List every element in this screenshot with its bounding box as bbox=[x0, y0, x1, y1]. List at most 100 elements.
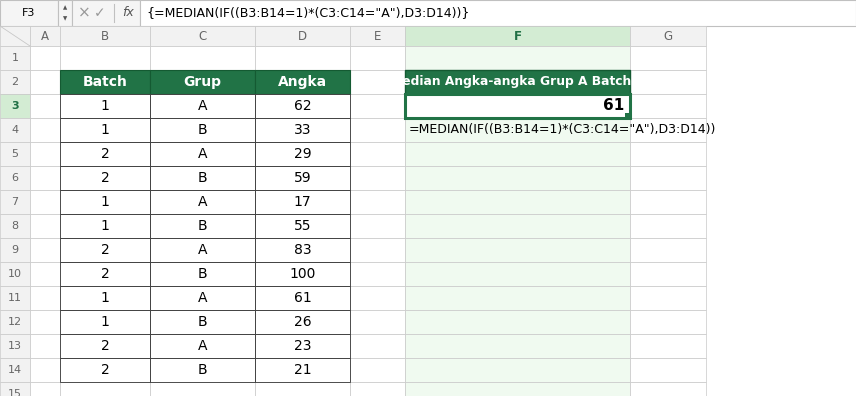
Text: 1: 1 bbox=[100, 219, 110, 233]
Bar bbox=[60, 166, 150, 190]
Bar bbox=[405, 262, 630, 286]
Bar bbox=[30, 70, 60, 94]
Bar bbox=[60, 334, 150, 358]
Bar bbox=[630, 142, 706, 166]
Bar bbox=[255, 262, 350, 286]
Bar bbox=[0, 382, 30, 396]
Text: 8: 8 bbox=[11, 221, 19, 231]
Bar bbox=[60, 26, 150, 46]
Text: 1: 1 bbox=[11, 53, 19, 63]
Bar bbox=[255, 190, 350, 214]
Bar bbox=[405, 166, 630, 190]
Bar bbox=[255, 310, 350, 334]
Text: 5: 5 bbox=[11, 149, 19, 159]
Bar bbox=[60, 142, 150, 166]
Bar bbox=[405, 310, 630, 334]
Bar bbox=[0, 26, 30, 46]
Bar bbox=[0, 94, 30, 118]
Bar bbox=[255, 214, 350, 238]
Bar bbox=[255, 214, 350, 238]
Bar bbox=[30, 238, 60, 262]
Bar bbox=[350, 26, 405, 46]
Bar bbox=[60, 70, 150, 94]
Bar bbox=[150, 142, 255, 166]
Bar bbox=[630, 70, 706, 94]
Bar bbox=[150, 214, 255, 238]
Bar bbox=[30, 262, 60, 286]
Bar bbox=[0, 118, 30, 142]
Bar bbox=[255, 358, 350, 382]
Bar bbox=[60, 94, 150, 118]
Bar bbox=[30, 118, 60, 142]
Bar bbox=[150, 118, 255, 142]
Bar bbox=[0, 166, 30, 190]
Bar bbox=[625, 113, 630, 118]
Text: ▼: ▼ bbox=[62, 16, 67, 21]
Text: 23: 23 bbox=[294, 339, 312, 353]
Text: G: G bbox=[663, 29, 673, 42]
Bar bbox=[405, 358, 630, 382]
Bar bbox=[0, 358, 30, 382]
Bar bbox=[150, 262, 255, 286]
Bar bbox=[60, 118, 150, 142]
Text: Median Angka-angka Grup A Batch 1: Median Angka-angka Grup A Batch 1 bbox=[390, 76, 645, 88]
Text: 10: 10 bbox=[8, 269, 22, 279]
Text: 1: 1 bbox=[100, 123, 110, 137]
Text: 21: 21 bbox=[294, 363, 312, 377]
Text: A: A bbox=[41, 29, 49, 42]
Text: 2: 2 bbox=[101, 147, 110, 161]
Bar bbox=[405, 238, 630, 262]
Text: 13: 13 bbox=[8, 341, 22, 351]
Bar bbox=[255, 262, 350, 286]
Text: 15: 15 bbox=[8, 389, 22, 396]
Bar bbox=[630, 262, 706, 286]
Text: ▲: ▲ bbox=[62, 5, 67, 10]
Bar bbox=[150, 358, 255, 382]
Bar bbox=[60, 214, 150, 238]
Text: B: B bbox=[198, 315, 207, 329]
Text: fx: fx bbox=[122, 6, 134, 19]
Bar bbox=[405, 118, 630, 142]
Bar bbox=[0, 238, 30, 262]
Bar bbox=[72, 0, 140, 26]
Bar bbox=[150, 310, 255, 334]
Bar bbox=[630, 46, 706, 70]
Bar bbox=[350, 46, 405, 70]
Bar bbox=[630, 190, 706, 214]
Bar bbox=[150, 190, 255, 214]
Text: B: B bbox=[198, 363, 207, 377]
Bar bbox=[150, 334, 255, 358]
Bar bbox=[405, 142, 630, 166]
Bar bbox=[60, 190, 150, 214]
Bar bbox=[60, 46, 150, 70]
Bar bbox=[350, 118, 405, 142]
Bar bbox=[630, 118, 706, 142]
Bar bbox=[30, 286, 60, 310]
Bar bbox=[150, 286, 255, 310]
Bar bbox=[150, 94, 255, 118]
Text: A: A bbox=[198, 243, 207, 257]
Text: 26: 26 bbox=[294, 315, 312, 329]
Text: Angka: Angka bbox=[278, 75, 327, 89]
Bar bbox=[150, 358, 255, 382]
Bar bbox=[60, 310, 150, 334]
Text: 2: 2 bbox=[101, 171, 110, 185]
Bar bbox=[255, 94, 350, 118]
Text: 55: 55 bbox=[294, 219, 312, 233]
Bar bbox=[255, 142, 350, 166]
Bar bbox=[405, 190, 630, 214]
Text: 2: 2 bbox=[101, 243, 110, 257]
Text: 1: 1 bbox=[100, 195, 110, 209]
Bar bbox=[150, 190, 255, 214]
Text: 29: 29 bbox=[294, 147, 312, 161]
Text: 11: 11 bbox=[8, 293, 22, 303]
Bar bbox=[140, 0, 856, 26]
Bar bbox=[150, 46, 255, 70]
Bar bbox=[350, 142, 405, 166]
Text: B: B bbox=[198, 171, 207, 185]
Bar bbox=[60, 214, 150, 238]
Bar bbox=[255, 358, 350, 382]
Bar bbox=[350, 382, 405, 396]
Bar bbox=[30, 94, 60, 118]
Text: ×: × bbox=[78, 6, 91, 21]
